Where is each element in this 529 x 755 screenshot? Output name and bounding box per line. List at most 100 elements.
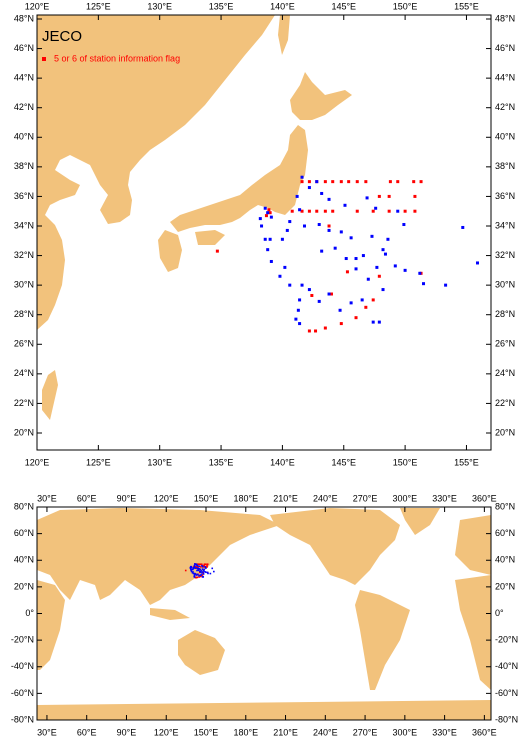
y-tick-label: 48°N xyxy=(495,13,515,23)
y-tick-label: 28°N xyxy=(14,309,34,319)
station xyxy=(211,567,214,570)
station xyxy=(344,257,348,261)
station xyxy=(190,569,192,572)
station xyxy=(371,298,375,302)
station xyxy=(329,292,333,296)
x-tick-label: 330°E xyxy=(432,727,457,737)
x-tick-label: 270°E xyxy=(353,727,378,737)
station xyxy=(296,308,300,312)
station xyxy=(377,274,381,278)
station xyxy=(207,572,209,575)
station xyxy=(194,576,197,579)
x-tick-label: 210°E xyxy=(273,727,298,737)
y-tick-label: -60°N xyxy=(495,688,518,698)
station xyxy=(327,292,331,296)
station xyxy=(323,209,327,213)
x-tick-label: 90°E xyxy=(117,727,137,737)
x-tick-label: 120°E xyxy=(154,493,179,503)
station xyxy=(338,308,342,312)
x-tick-label: 150°E xyxy=(194,493,219,503)
station xyxy=(264,214,268,218)
station xyxy=(461,225,465,229)
x-tick-label: 30°E xyxy=(37,493,57,503)
x-tick-label: 270°E xyxy=(353,493,378,503)
station xyxy=(298,322,302,326)
y-tick-label: 34°N xyxy=(495,220,515,230)
station xyxy=(315,209,319,213)
station xyxy=(201,572,203,574)
station xyxy=(387,209,391,213)
station xyxy=(307,329,311,333)
x-tick-label: 130°E xyxy=(147,1,172,11)
station xyxy=(204,563,207,566)
station xyxy=(258,217,262,221)
station xyxy=(196,573,199,576)
station xyxy=(360,298,364,302)
map-frame xyxy=(36,14,492,451)
x-tick-label: 360°E xyxy=(472,493,497,503)
station xyxy=(366,277,370,281)
y-tick-label: 40°N xyxy=(14,132,34,142)
station xyxy=(193,574,196,576)
station xyxy=(320,249,324,253)
station xyxy=(343,203,347,207)
y-tick-label: 22°N xyxy=(495,398,515,408)
y-tick-label: 36°N xyxy=(495,191,515,201)
station xyxy=(267,208,271,212)
station xyxy=(215,249,219,253)
station xyxy=(283,265,287,269)
x-tick-label: 135°E xyxy=(209,457,234,467)
station xyxy=(201,564,203,567)
y-tick-label: 40°N xyxy=(14,555,34,565)
station xyxy=(202,573,205,575)
station xyxy=(302,224,306,228)
station xyxy=(339,180,343,184)
station xyxy=(371,209,375,213)
y-tick-label: 20°N xyxy=(495,581,515,591)
station xyxy=(193,564,196,567)
y-tick-label: -20°N xyxy=(495,635,518,645)
station xyxy=(205,567,207,569)
station xyxy=(203,564,206,567)
x-tick-label: 155°E xyxy=(454,457,479,467)
x-tick-label: 360°E xyxy=(472,727,497,737)
station xyxy=(288,283,292,287)
x-tick-label: 180°E xyxy=(233,727,258,737)
land-top xyxy=(37,15,352,420)
station xyxy=(202,571,204,573)
station xyxy=(200,566,202,568)
x-tick-label: 210°E xyxy=(273,493,298,503)
station xyxy=(194,573,197,575)
y-tick-label: 60°N xyxy=(495,528,515,538)
station xyxy=(310,293,314,297)
station xyxy=(317,223,321,227)
x-tick-label: 125°E xyxy=(86,1,111,11)
station xyxy=(198,565,201,568)
station xyxy=(377,320,381,324)
y-tick-label: -40°N xyxy=(495,661,518,671)
x-tick-label: 125°E xyxy=(86,457,111,467)
y-tick-label: -60°N xyxy=(11,688,34,698)
station xyxy=(317,299,321,303)
station xyxy=(197,563,199,566)
station xyxy=(204,566,207,568)
station xyxy=(298,208,302,212)
station xyxy=(413,209,417,213)
station xyxy=(199,574,201,576)
y-tick-label: 46°N xyxy=(14,43,34,53)
x-tick-label: 180°E xyxy=(233,493,258,503)
station xyxy=(199,568,201,571)
station xyxy=(371,320,375,324)
station xyxy=(354,316,358,320)
x-tick-label: 150°E xyxy=(393,1,418,11)
station xyxy=(205,571,207,574)
x-tick-label: 120°E xyxy=(154,727,179,737)
station xyxy=(375,265,379,269)
station xyxy=(386,237,390,241)
station xyxy=(203,569,205,572)
x-tick-label: 330°E xyxy=(432,493,457,503)
station xyxy=(202,576,205,578)
station xyxy=(269,259,273,263)
y-tick-label: -80°N xyxy=(11,714,34,724)
